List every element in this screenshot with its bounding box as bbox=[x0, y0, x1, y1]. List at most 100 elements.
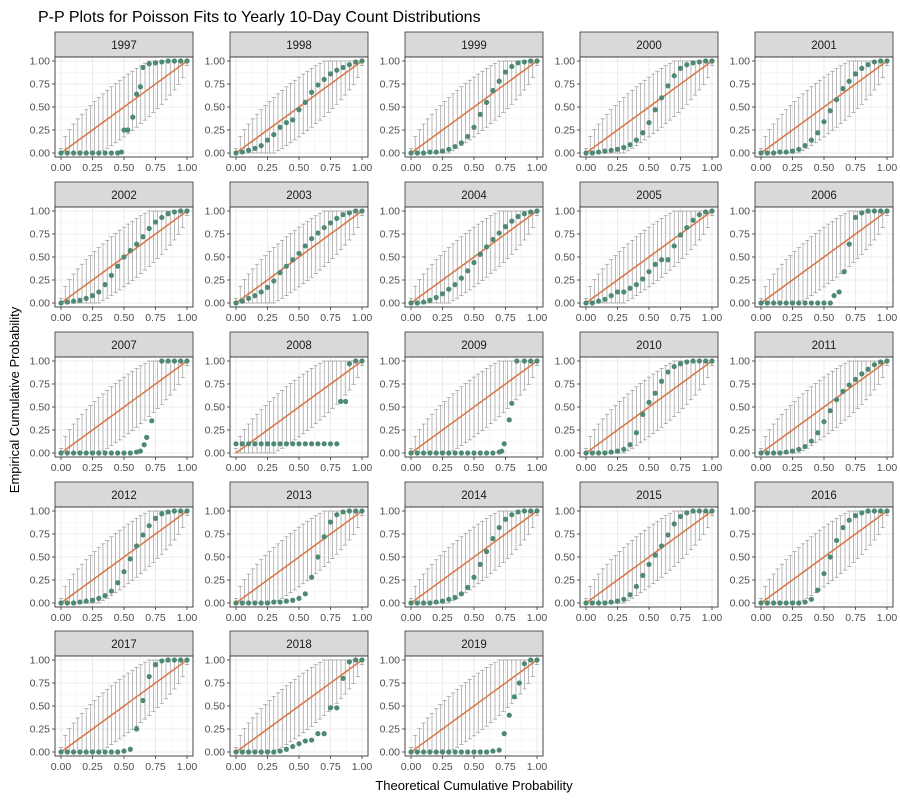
data-point bbox=[528, 58, 534, 64]
data-point bbox=[783, 300, 789, 306]
facet-panel: 2011 0.00 0.25 0.50 0.75 1.00 0.00 0.25 0.50 0.75… bbox=[730, 331, 897, 474]
data-point bbox=[165, 657, 171, 663]
data-point bbox=[859, 210, 865, 216]
data-point bbox=[340, 212, 346, 218]
data-point bbox=[271, 132, 277, 138]
data-point bbox=[439, 450, 446, 456]
facet-panel: 2018 0.00 0.25 0.50 0.75 1.00 0.00 0.25 0.50 0.75… bbox=[205, 630, 372, 773]
data-point bbox=[703, 58, 709, 64]
x-tick-label: 0.50 bbox=[464, 462, 485, 474]
y-tick-label: 0.00 bbox=[730, 148, 751, 160]
y-tick-label: 0.75 bbox=[30, 79, 51, 91]
facet-panel: 2013 0.00 0.25 0.50 0.75 1.00 0.00 0.25 0.50 0.75… bbox=[205, 481, 373, 624]
data-point bbox=[589, 300, 595, 306]
data-point bbox=[71, 298, 77, 304]
y-tick-label: 0.00 bbox=[555, 448, 576, 460]
data-point bbox=[137, 448, 143, 454]
data-point bbox=[690, 60, 696, 66]
data-point bbox=[827, 108, 833, 114]
data-point bbox=[239, 149, 245, 155]
data-point bbox=[321, 224, 327, 231]
data-point bbox=[127, 556, 133, 562]
data-point bbox=[477, 561, 483, 567]
data-point bbox=[246, 295, 252, 301]
x-tick-label: 0.75 bbox=[495, 612, 516, 624]
data-point bbox=[108, 588, 114, 594]
y-tick-label: 0.25 bbox=[30, 575, 51, 587]
x-tick-label: 0.75 bbox=[320, 312, 341, 324]
facet-strip-label: 2017 bbox=[111, 639, 137, 651]
data-point bbox=[602, 148, 608, 154]
data-point bbox=[64, 299, 70, 305]
facet-strip-label: 2002 bbox=[111, 190, 137, 202]
y-tick-label: 0.50 bbox=[730, 552, 751, 564]
data-point bbox=[159, 511, 165, 517]
y-tick-label: 0.00 bbox=[205, 747, 226, 759]
data-point bbox=[471, 259, 477, 266]
data-point bbox=[296, 441, 302, 447]
reference-line bbox=[60, 510, 188, 604]
data-point bbox=[446, 596, 452, 602]
facet-strip bbox=[579, 331, 719, 358]
x-tick-label: 1.00 bbox=[352, 612, 373, 624]
data-point bbox=[477, 450, 483, 456]
facet-strip bbox=[404, 630, 544, 657]
data-point bbox=[427, 749, 433, 755]
data-point bbox=[771, 150, 777, 156]
data-point bbox=[353, 358, 359, 364]
data-point bbox=[534, 657, 540, 663]
x-tick-label: 1.00 bbox=[702, 162, 723, 174]
y-tick-label: 0.50 bbox=[30, 552, 51, 564]
x-tick-label: 0.75 bbox=[670, 312, 691, 324]
facet-strip-label: 2004 bbox=[461, 190, 487, 202]
reference-line bbox=[410, 659, 538, 753]
data-point bbox=[796, 146, 802, 152]
x-tick-label: 0.75 bbox=[495, 462, 516, 474]
data-point bbox=[315, 441, 321, 447]
data-point bbox=[596, 450, 602, 456]
data-point bbox=[501, 441, 507, 447]
data-point bbox=[89, 450, 96, 456]
data-point bbox=[64, 150, 70, 156]
data-point bbox=[465, 268, 471, 274]
facet-strip-label: 2016 bbox=[811, 490, 837, 502]
facet-panel: 2008 0.00 0.25 0.50 0.75 1.00 0.00 0.25 0.50 0.75… bbox=[205, 331, 372, 474]
data-point bbox=[427, 600, 433, 606]
y-tick-label: 0.50 bbox=[730, 252, 751, 264]
y-tick-label: 0.50 bbox=[205, 552, 226, 564]
y-tick-label: 0.00 bbox=[380, 148, 401, 160]
data-point bbox=[309, 574, 315, 580]
x-tick-label: 0.25 bbox=[82, 162, 103, 174]
x-tick-label: 0.50 bbox=[289, 761, 310, 773]
data-point bbox=[414, 300, 420, 306]
data-point bbox=[146, 523, 152, 529]
data-point bbox=[846, 241, 852, 247]
x-tick-label: 1.00 bbox=[527, 612, 548, 624]
data-point bbox=[484, 450, 490, 456]
data-point bbox=[490, 536, 496, 542]
data-point bbox=[821, 119, 827, 125]
data-point bbox=[246, 441, 252, 447]
data-point bbox=[146, 673, 152, 680]
data-point bbox=[677, 65, 684, 71]
x-tick-label: 1.00 bbox=[877, 612, 898, 624]
facet-strip bbox=[754, 481, 894, 508]
y-tick-label: 0.25 bbox=[30, 275, 51, 287]
data-point bbox=[108, 272, 114, 278]
data-point bbox=[252, 749, 258, 755]
data-point bbox=[239, 441, 245, 447]
data-point bbox=[277, 748, 283, 754]
y-tick-label: 0.75 bbox=[730, 79, 751, 91]
data-point bbox=[677, 232, 684, 238]
data-point bbox=[596, 600, 602, 606]
data-point bbox=[458, 275, 464, 281]
data-point bbox=[102, 593, 108, 599]
data-point bbox=[309, 236, 315, 242]
x-tick-label: 0.50 bbox=[289, 462, 310, 474]
data-point bbox=[346, 659, 352, 665]
facet-strip bbox=[579, 481, 719, 508]
data-point bbox=[614, 598, 621, 604]
data-point bbox=[665, 257, 671, 263]
y-tick-label: 0.75 bbox=[380, 379, 401, 391]
data-point bbox=[583, 450, 589, 456]
